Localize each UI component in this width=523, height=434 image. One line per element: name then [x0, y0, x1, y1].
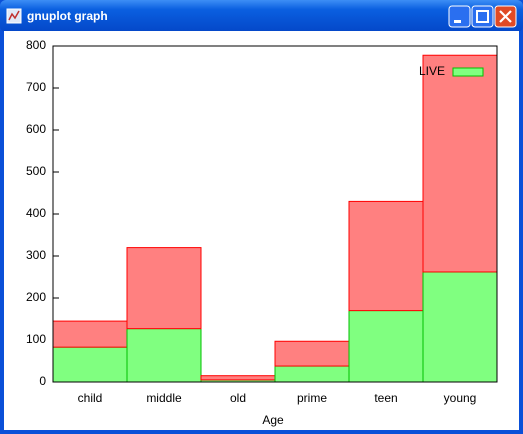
bar-segment [422, 271, 498, 383]
window-icon-graph [8, 10, 20, 21]
close-button[interactable] [494, 5, 517, 28]
title-bar [0, 0, 523, 32]
bar-segment [52, 320, 128, 348]
x-axis-label: Age [262, 413, 284, 427]
x-tick-label: child [78, 391, 103, 405]
plot-frame [52, 45, 498, 383]
bar-segment [348, 310, 424, 383]
legend-label: LIVE [419, 64, 445, 78]
minimize-button[interactable] [448, 5, 471, 28]
plot: 0 100 200 300 400 500 600 700 800 child middle old p… [26, 38, 498, 405]
window-title: gnuplot graph [27, 9, 108, 23]
x-tick-label: prime [297, 391, 327, 405]
x-tick-label: middle [146, 391, 182, 405]
y-tick-label: 0 [39, 374, 46, 388]
bar-segment [200, 375, 276, 381]
y-tick-label: 800 [26, 38, 46, 52]
maximize-button[interactable] [471, 5, 494, 28]
y-tick-label: 200 [26, 290, 46, 304]
bar-segment [52, 346, 128, 383]
y-tick-label: 600 [26, 122, 46, 136]
y-tick-label: 700 [26, 80, 46, 94]
legend-swatch [452, 67, 484, 77]
bar-segment [126, 328, 202, 383]
bar-segment [126, 247, 202, 330]
y-tick-label: 300 [26, 248, 46, 262]
bar-segment [274, 340, 350, 367]
y-tick-label: 400 [26, 206, 46, 220]
y-tick-label: 100 [26, 332, 46, 346]
x-tick-label: old [230, 391, 246, 405]
x-tick-label: teen [374, 391, 397, 405]
bar-segment [348, 200, 424, 312]
x-tick-label: young [444, 391, 477, 405]
bar-segment [422, 54, 498, 273]
bar-segment [274, 365, 350, 383]
y-tick-label: 500 [26, 164, 46, 178]
